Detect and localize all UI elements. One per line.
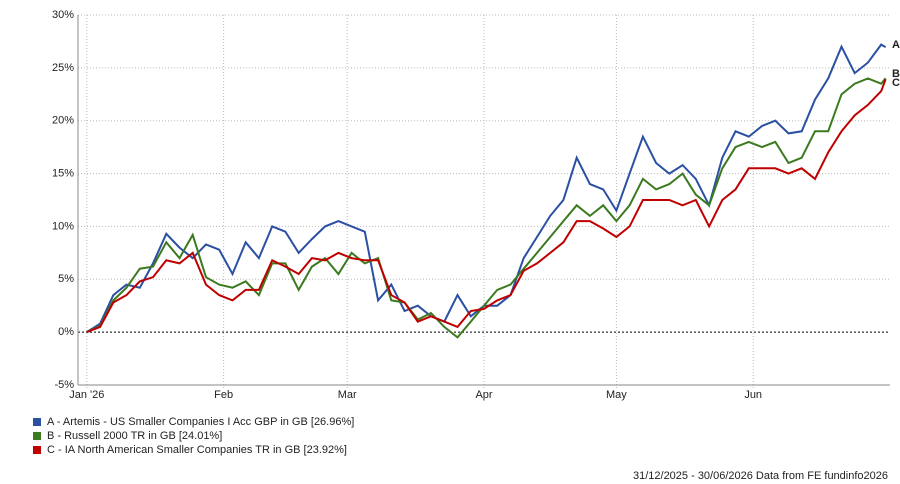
legend-swatch (33, 446, 41, 454)
x-tick-label: Apr (475, 389, 492, 401)
legend-label: B - Russell 2000 TR in GB [24.01%] (47, 430, 222, 442)
series-line (86, 43, 887, 333)
legend-swatch (33, 432, 41, 440)
x-tick-label: Jan '26 (69, 389, 104, 401)
x-tick-label: Feb (214, 389, 233, 401)
y-tick-label: 0% (58, 326, 74, 338)
legend-label: C - IA North American Smaller Companies … (47, 444, 347, 456)
end-label: A (892, 39, 900, 51)
x-tick-label: May (606, 389, 627, 401)
y-tick-label: 20% (52, 115, 74, 127)
footer: 31/12/2025 - 30/06/2026 Data from FE fun… (633, 470, 888, 482)
y-tick-label: 25% (52, 62, 74, 74)
legend-swatch (33, 418, 41, 426)
end-label: C (892, 77, 900, 89)
x-tick-label: Jun (744, 389, 762, 401)
series-line (86, 78, 887, 334)
x-tick-label: Mar (338, 389, 357, 401)
legend-label: A - Artemis - US Smaller Companies I Acc… (47, 416, 354, 428)
y-tick-label: -5% (54, 379, 74, 391)
y-tick-label: 10% (52, 220, 74, 232)
end-label: B (892, 68, 900, 80)
y-tick-label: 30% (52, 9, 74, 21)
y-tick-label: 15% (52, 167, 74, 179)
series-line (86, 77, 887, 339)
y-tick-label: 5% (58, 273, 74, 285)
